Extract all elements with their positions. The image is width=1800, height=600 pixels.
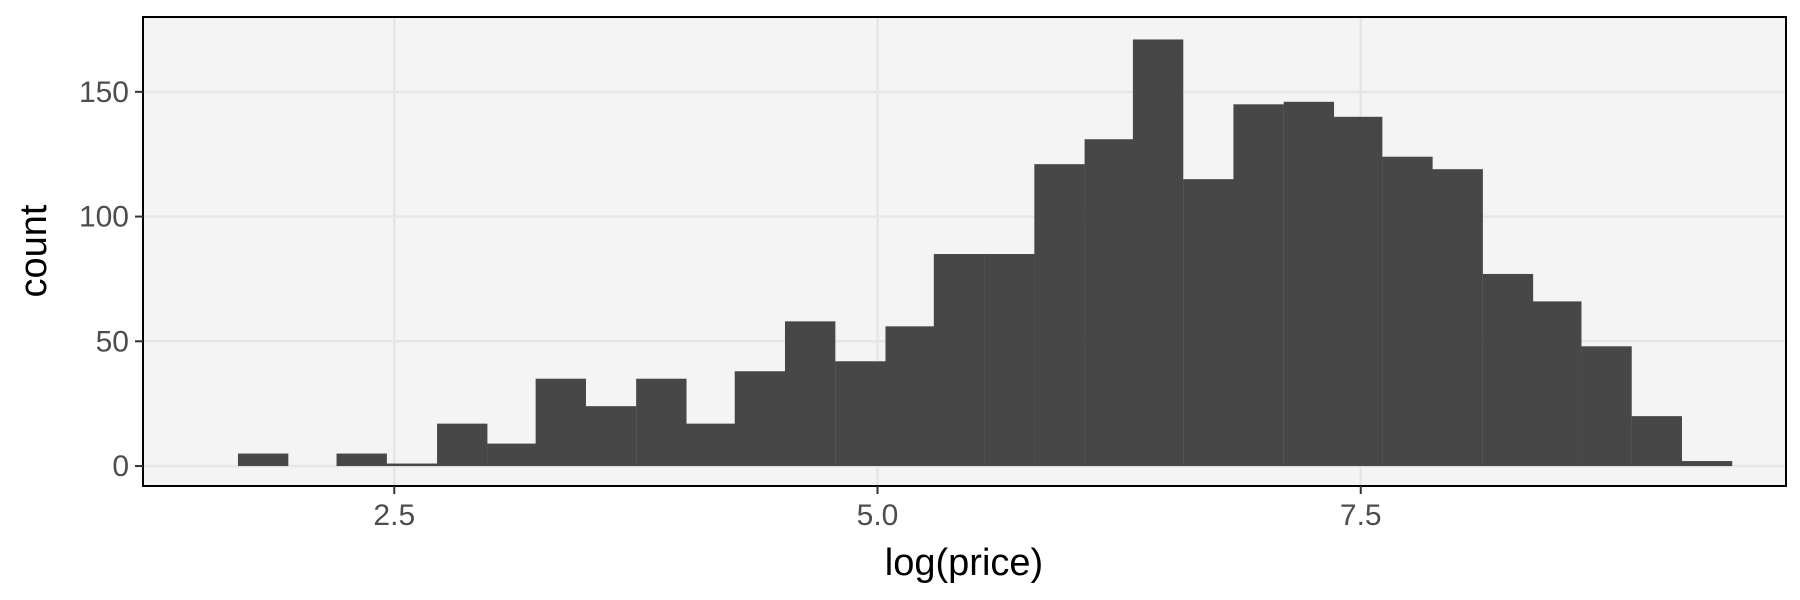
histogram-bar xyxy=(636,378,687,467)
y-tick-label: 150 xyxy=(79,76,129,109)
y-axis: 0 50 100 150 xyxy=(79,76,143,483)
y-tick-label: 50 xyxy=(96,325,129,358)
y-tick-label: 100 xyxy=(79,201,129,234)
x-tick-label: 7.5 xyxy=(1340,499,1382,532)
histogram-bar xyxy=(933,253,985,467)
histogram-bar xyxy=(686,423,737,467)
histogram-bar xyxy=(1382,156,1433,467)
histogram-bar xyxy=(1332,116,1383,467)
x-axis-title: log(price) xyxy=(885,542,1043,584)
histogram-bar xyxy=(885,326,936,467)
histogram-bar xyxy=(1034,164,1085,467)
histogram-bar xyxy=(784,321,836,467)
panel-border xyxy=(142,16,1787,487)
histogram-bar xyxy=(1283,101,1335,467)
histogram-bar xyxy=(1432,169,1483,467)
histogram-bar xyxy=(585,406,637,467)
histogram-bar xyxy=(1631,416,1682,467)
histogram-bar xyxy=(1681,461,1733,467)
histogram-bar xyxy=(336,453,387,467)
y-tick-label: 0 xyxy=(112,450,129,483)
histogram-bar xyxy=(1183,179,1234,467)
y-axis-title: count xyxy=(13,204,55,297)
histogram-bar xyxy=(734,371,786,467)
histogram-bar xyxy=(984,253,1035,467)
histogram-bar xyxy=(1531,301,1582,467)
histogram-bar xyxy=(487,443,538,467)
histogram-bar xyxy=(386,463,438,467)
histogram-bar xyxy=(1482,273,1534,467)
x-tick-label: 5.0 xyxy=(857,499,899,532)
histogram-bar xyxy=(1084,139,1135,467)
histogram-bar xyxy=(1581,346,1632,467)
x-tick-label: 2.5 xyxy=(373,499,415,532)
histogram-bar xyxy=(1132,39,1184,467)
histogram-bars xyxy=(237,39,1733,467)
x-axis: 2.5 5.0 7.5 xyxy=(373,486,1382,532)
histogram-bar xyxy=(535,378,587,467)
histogram-bar xyxy=(437,423,488,467)
histogram-bar xyxy=(1233,104,1284,467)
histogram-bar xyxy=(237,453,289,467)
histogram-bar xyxy=(835,361,886,467)
